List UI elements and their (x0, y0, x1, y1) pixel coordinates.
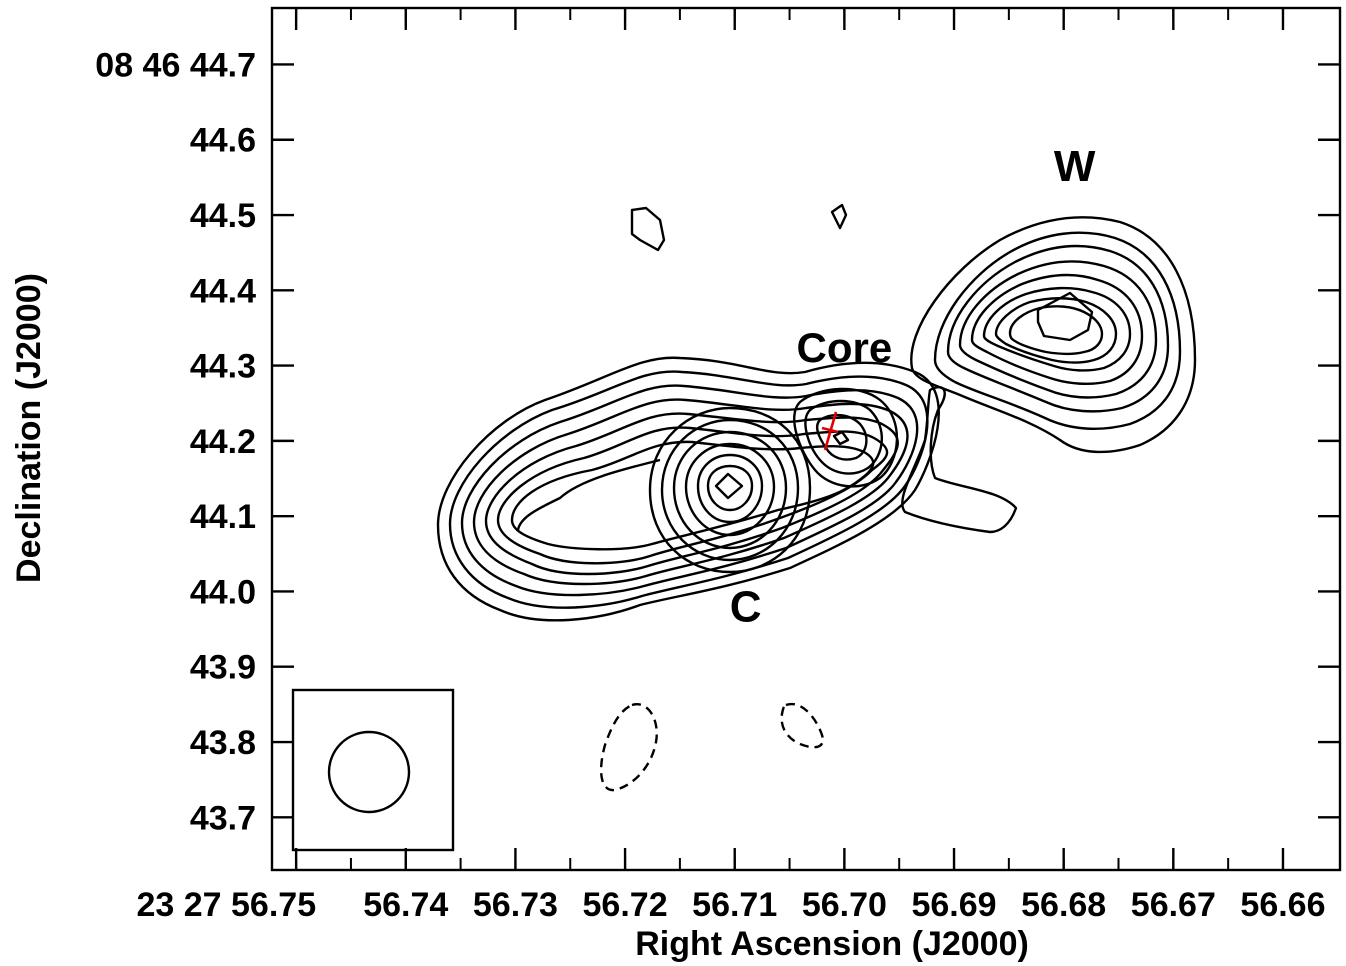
x-tick-label: 56.68 (1021, 886, 1106, 924)
beam-box (291, 688, 455, 852)
x-tick-label: 56.69 (911, 886, 996, 924)
y-tick-label: 44.6 (190, 122, 256, 160)
y-axis-title: Declination (J2000) (10, 273, 48, 583)
y-tick-label: 44.4 (190, 272, 256, 310)
x-tick-label: 56.71 (692, 886, 777, 924)
isolated-positive-contours (630, 203, 848, 252)
x-tick-label: 56.74 (363, 886, 448, 924)
y-tick-label: 43.9 (190, 649, 256, 687)
y-tick-label: 44.0 (190, 573, 256, 611)
core-position-marker-bar (821, 426, 839, 434)
y-tick-label: 08 46 44.7 (95, 46, 256, 84)
x-tick-label: 56.66 (1240, 886, 1325, 924)
y-tick-label: 44.1 (190, 498, 256, 536)
lobe-w-contours (910, 216, 1197, 454)
core-contours (793, 387, 899, 488)
label-core: Core (797, 324, 893, 371)
beam-frame (291, 688, 455, 852)
y-tick-label: 44.3 (190, 348, 256, 386)
beam-ellipse (327, 730, 411, 814)
component-c-contours (648, 406, 812, 574)
y-tick-label: 43.8 (190, 724, 256, 762)
plot-frame (270, 6, 1342, 872)
x-axis-ticks: 23 27 56.75 56.74 56.73 56.72 56.71 56.70 56.6… (136, 8, 1326, 924)
negative-contours (599, 702, 825, 792)
y-tick-label: 44.5 (190, 197, 256, 235)
x-axis-title: Right Ascension (J2000) (635, 925, 1029, 963)
y-tick-label: 43.7 (190, 799, 256, 837)
x-tick-label: 23 27 56.75 (136, 886, 316, 924)
label-c: C (730, 583, 762, 632)
southern-extension (901, 386, 1018, 534)
x-tick-label: 56.67 (1131, 886, 1216, 924)
x-tick-label: 56.72 (583, 886, 668, 924)
x-tick-label: 56.70 (802, 886, 887, 924)
y-axis-ticks: 08 46 44.7 44.6 44.5 44.4 44.3 44.2 44.1 44.0 43… (95, 46, 1340, 837)
y-tick-label: 44.2 (190, 423, 256, 461)
x-tick-label: 56.73 (473, 886, 558, 924)
label-w: W (1054, 142, 1096, 191)
